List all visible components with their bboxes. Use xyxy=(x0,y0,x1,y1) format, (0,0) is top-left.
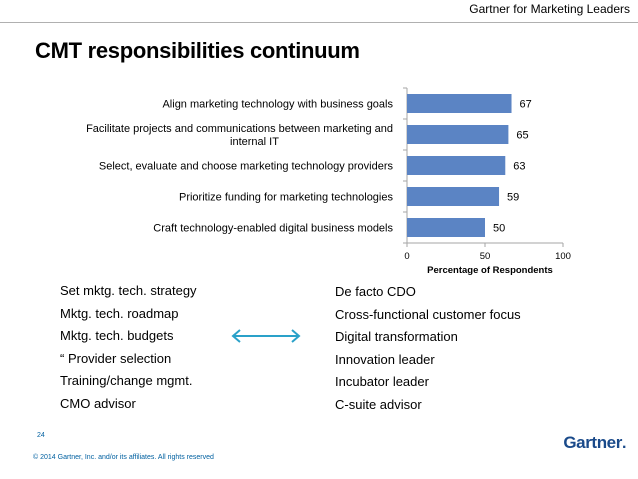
double-arrow-icon xyxy=(231,329,301,343)
gartner-logo: Gartner. xyxy=(563,433,626,453)
copyright-text: © 2014 Gartner, Inc. and/or its affiliat… xyxy=(33,454,214,461)
logo-text: Gartner xyxy=(563,433,622,452)
bar xyxy=(407,94,512,113)
x-tick-label: 0 xyxy=(404,251,409,262)
right-list-item: De facto CDO xyxy=(335,284,416,299)
bar xyxy=(407,187,500,206)
x-axis-title: Percentage of Respondents xyxy=(427,265,553,276)
right-list-item: Incubator leader xyxy=(335,374,429,389)
data-label: 59 xyxy=(507,192,519,204)
category-label: Align marketing technology with business… xyxy=(162,99,393,111)
right-role-list: De facto CDO Cross-functional customer fo… xyxy=(335,281,521,416)
category-label: Select, evaluate and choose marketing te… xyxy=(99,161,394,173)
right-list-item: Digital transformation xyxy=(335,329,458,344)
bar xyxy=(407,156,506,175)
category-label: internal IT xyxy=(230,136,279,148)
page-number: 24 xyxy=(37,432,45,439)
left-list-item: Set mktg. tech. strategy xyxy=(60,283,197,298)
right-list-item: Innovation leader xyxy=(335,351,435,367)
bar xyxy=(407,218,485,237)
data-label: 63 xyxy=(513,161,525,173)
category-label: Prioritize funding for marketing technol… xyxy=(179,192,394,204)
left-responsibility-list: Set mktg. tech. strategy Mktg. tech. road… xyxy=(60,280,197,415)
data-label: 65 xyxy=(516,130,528,142)
data-label: 67 xyxy=(520,99,532,111)
header-brand: Gartner for Marketing Leaders xyxy=(469,2,630,16)
left-list-item: CMO advisor xyxy=(60,395,136,411)
header-divider xyxy=(0,22,638,23)
logo-dot: . xyxy=(621,435,626,452)
left-list-item: Mktg. tech. budgets xyxy=(60,328,174,343)
right-list-item: Cross-functional customer focus xyxy=(335,306,521,322)
page-title: CMT responsibilities continuum xyxy=(35,38,360,63)
bar-chart: 67 Align marketing technology with busine… xyxy=(86,87,571,276)
category-label: Craft technology-enabled digital busines… xyxy=(153,223,393,235)
left-list-item: Mktg. tech. roadmap xyxy=(60,305,179,321)
bar xyxy=(407,125,509,144)
right-list-item: C-suite advisor xyxy=(335,396,422,412)
left-list-item: Training/change mgmt. xyxy=(60,373,193,388)
data-label: 50 xyxy=(493,223,505,235)
category-label: Facilitate projects and communications b… xyxy=(86,123,393,135)
x-tick-label: 100 xyxy=(555,251,571,262)
left-list-item: “ Provider selection xyxy=(60,350,172,366)
x-tick-label: 50 xyxy=(480,251,491,262)
